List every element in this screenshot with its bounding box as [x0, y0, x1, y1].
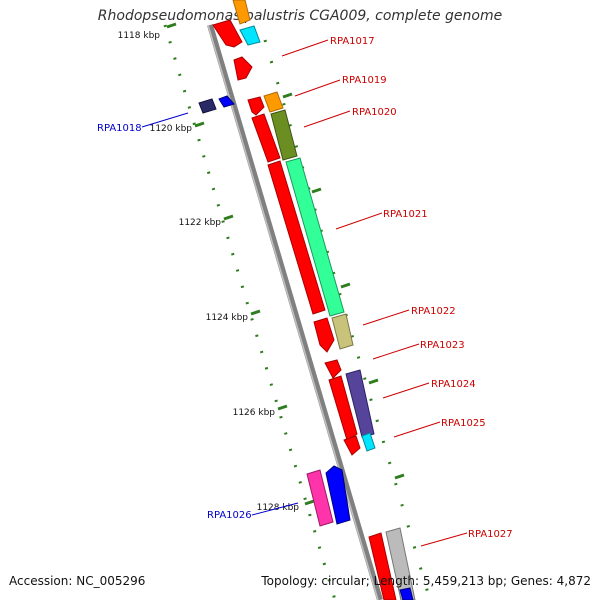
- gene-rpa1016b[interactable]: [232, 0, 251, 25]
- label-rpa1018[interactable]: RPA1018: [97, 123, 142, 134]
- label-rpa1026[interactable]: RPA1026: [207, 510, 252, 521]
- gene-rpa1027[interactable]: [385, 527, 416, 600]
- label-rpa1027[interactable]: RPA1027: [468, 529, 513, 540]
- leader-lines-reverse: [141, 112, 299, 516]
- gene-rpa1024[interactable]: [345, 369, 375, 438]
- gene-rpa1017[interactable]: [233, 56, 253, 81]
- ruler-tick: [166, 22, 177, 29]
- ruler-tick: [223, 214, 234, 221]
- ruler-tick: [277, 404, 288, 411]
- topology-info: Topology: circular; Length: 5,459,213 bp…: [261, 574, 591, 588]
- track-dashes: [282, 92, 405, 480]
- genome-title: Rhodopseudomonas palustris CGA009, compl…: [97, 8, 503, 24]
- leader-lines-forward: [281, 39, 468, 547]
- gene-rpa1022-red[interactable]: [313, 317, 335, 353]
- gene-rpa1021[interactable]: [285, 157, 345, 317]
- ruler-tick: [194, 121, 205, 128]
- gene-rpa1018[interactable]: [198, 98, 217, 114]
- gene-rpa1025[interactable]: [361, 432, 376, 452]
- ruler-tick: [304, 499, 315, 506]
- label-rpa1022[interactable]: RPA1022: [411, 306, 456, 317]
- accession-info: Accession: NC_005296: [9, 574, 146, 588]
- gene-rpa1016[interactable]: [212, 19, 243, 48]
- gene-rpa1019-left[interactable]: [247, 96, 265, 116]
- genome-backbone: [207, 24, 383, 600]
- gene-rpa1028[interactable]: [399, 587, 414, 600]
- ruler-label: 1122 kbp: [179, 218, 222, 228]
- ruler-label: 1118 kbp: [118, 31, 161, 41]
- ruler-label: 1120 kbp: [150, 124, 193, 134]
- label-rpa1019[interactable]: RPA1019: [342, 75, 387, 86]
- gene-rpa1026[interactable]: [306, 469, 334, 527]
- gene-rpa1018b[interactable]: [218, 95, 235, 108]
- ruler-label: 1124 kbp: [206, 313, 249, 323]
- label-rpa1025[interactable]: RPA1025: [441, 418, 486, 429]
- label-rpa1024[interactable]: RPA1024: [431, 379, 476, 390]
- gene-red-a[interactable]: [251, 113, 281, 163]
- gene-rpa1024-red[interactable]: [328, 375, 358, 441]
- gene-rpa1027-red[interactable]: [368, 532, 397, 600]
- genome-backbone-highlight: [207, 24, 379, 600]
- label-rpa1017[interactable]: RPA1017: [330, 36, 375, 47]
- ruler-label: 1126 kbp: [233, 408, 276, 418]
- gene-rpa1019[interactable]: [263, 91, 284, 113]
- gene-rpa1023[interactable]: [324, 359, 342, 379]
- ruler-tick: [250, 309, 261, 316]
- gene-rpa1026b[interactable]: [325, 465, 351, 525]
- label-rpa1023[interactable]: RPA1023: [420, 340, 465, 351]
- gene-rpa1022[interactable]: [331, 313, 354, 350]
- label-rpa1021[interactable]: RPA1021: [383, 209, 428, 220]
- gene-rpa1025-red[interactable]: [343, 435, 361, 456]
- gene-rpa1020[interactable]: [270, 109, 298, 161]
- gene-red-b[interactable]: [267, 160, 326, 315]
- gene-rpa1017b[interactable]: [239, 25, 261, 46]
- label-rpa1020[interactable]: RPA1020: [352, 107, 397, 118]
